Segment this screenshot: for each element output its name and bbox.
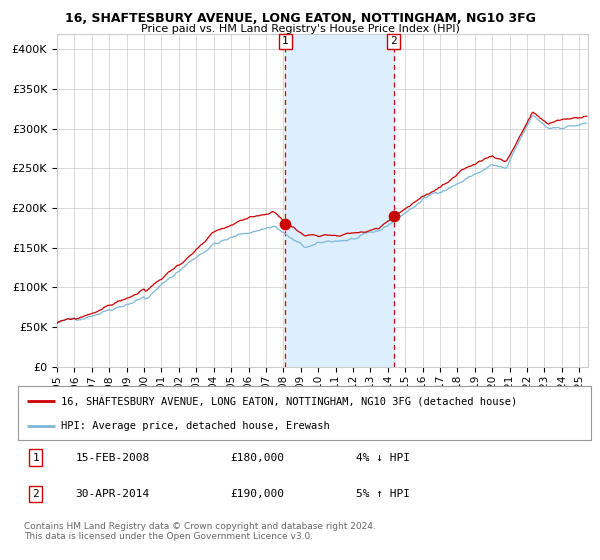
Point [389,212,398,221]
Text: Price paid vs. HM Land Registry's House Price Index (HPI): Price paid vs. HM Land Registry's House … [140,24,460,34]
Text: HPI: Average price, detached house, Erewash: HPI: Average price, detached house, Erew… [61,421,330,431]
Text: £190,000: £190,000 [230,489,284,499]
Text: 2: 2 [32,489,39,499]
Text: 15-FEB-2008: 15-FEB-2008 [76,452,149,463]
Text: 5% ↑ HPI: 5% ↑ HPI [356,489,410,499]
Text: 1: 1 [282,36,289,46]
Text: 16, SHAFTESBURY AVENUE, LONG EATON, NOTTINGHAM, NG10 3FG (detached house): 16, SHAFTESBURY AVENUE, LONG EATON, NOTT… [61,396,517,407]
Text: £180,000: £180,000 [230,452,284,463]
Bar [286,34,394,367]
Text: 1: 1 [32,452,39,463]
Text: 16, SHAFTESBURY AVENUE, LONG EATON, NOTTINGHAM, NG10 3FG: 16, SHAFTESBURY AVENUE, LONG EATON, NOTT… [65,12,535,25]
Text: Contains HM Land Registry data © Crown copyright and database right 2024.
This d: Contains HM Land Registry data © Crown c… [24,522,376,542]
Point [281,220,290,228]
Text: 30-APR-2014: 30-APR-2014 [76,489,149,499]
Text: 4% ↓ HPI: 4% ↓ HPI [356,452,410,463]
Text: 2: 2 [390,36,397,46]
